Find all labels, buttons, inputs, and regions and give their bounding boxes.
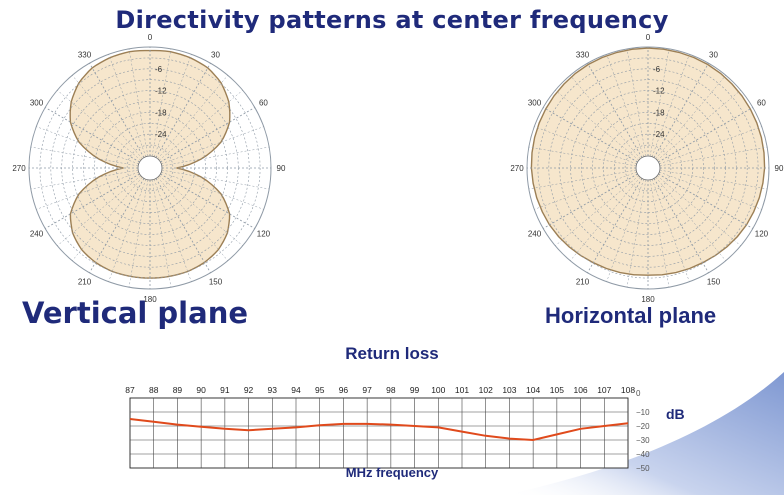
return-loss-line xyxy=(129,418,629,442)
grid-ring xyxy=(39,57,261,279)
radial-label: -24 xyxy=(155,130,167,139)
radial-label: -6 xyxy=(155,65,163,74)
x-tick-label: 94 xyxy=(291,385,301,395)
center-hole xyxy=(635,155,661,181)
radial-label: -12 xyxy=(653,87,665,96)
angle-label: 210 xyxy=(78,277,92,286)
x-tick-label: 90 xyxy=(196,385,206,395)
angle-label: 150 xyxy=(707,277,721,286)
angle-label: 300 xyxy=(30,99,44,108)
angle-label: 0 xyxy=(646,34,651,42)
horizontal-polar-chart: 0 30 60 90 120 150 180 210 240 270 300 330 -6 -12 -18 -… xyxy=(510,34,784,304)
angle-label: 240 xyxy=(30,230,44,239)
angle-label: 270 xyxy=(510,164,524,173)
x-tick-label: 103 xyxy=(502,385,516,395)
x-tick-label: 93 xyxy=(268,385,278,395)
angle-label: 120 xyxy=(257,230,271,239)
radial-label: -12 xyxy=(155,87,167,96)
angle-label: 300 xyxy=(528,99,542,108)
angle-label: 330 xyxy=(576,51,590,60)
x-tick-label: 104 xyxy=(526,385,540,395)
plot-frame xyxy=(129,397,629,469)
grid-ring xyxy=(126,144,174,192)
angle-label: 240 xyxy=(528,230,542,239)
angle-label: 150 xyxy=(209,277,223,286)
angle-label: 180 xyxy=(143,295,157,304)
grid-ring xyxy=(537,57,759,279)
x-tick-label: 98 xyxy=(386,385,396,395)
horizontal-plane-label: Horizontal plane xyxy=(545,303,717,328)
grid-ring xyxy=(581,101,715,235)
angle-label: 90 xyxy=(775,164,784,173)
grid-ring xyxy=(50,68,250,268)
return-loss-unit: dB xyxy=(666,406,685,422)
angle-label: 0 xyxy=(148,34,153,42)
center-hole xyxy=(137,155,163,181)
x-tick-label: 100 xyxy=(431,385,445,395)
x-tick-label: 107 xyxy=(597,385,611,395)
x-tick-label: 97 xyxy=(362,385,372,395)
y-tick-label: −10 xyxy=(636,408,650,417)
angle-label: 60 xyxy=(259,99,268,108)
x-tick-label: 87 xyxy=(125,385,135,395)
x-tick-label: 102 xyxy=(479,385,493,395)
grid-ring xyxy=(94,112,206,224)
page-title: Directivity patterns at center frequency xyxy=(115,6,669,34)
angle-label: 210 xyxy=(576,277,590,286)
x-tick-label: 95 xyxy=(315,385,325,395)
y-tick-label: −50 xyxy=(636,464,650,472)
radial-label: -6 xyxy=(653,65,661,74)
radial-label: -18 xyxy=(155,108,167,117)
x-tick-label: 106 xyxy=(573,385,587,395)
vertical-polar-chart: 0 30 60 90 120 150 180 210 240 270 300 330 -6 -12 -18 -… xyxy=(12,34,286,304)
angle-label: 90 xyxy=(277,164,286,173)
grid-ring xyxy=(624,144,672,192)
x-tick-label: 101 xyxy=(455,385,469,395)
x-tick-label: 89 xyxy=(173,385,183,395)
radial-label: -18 xyxy=(653,108,665,117)
y-tick-label: −40 xyxy=(636,450,650,459)
angle-label: 330 xyxy=(78,51,92,60)
return-loss-xlabel: MHz frequency xyxy=(345,465,439,480)
angle-label: 180 xyxy=(641,295,655,304)
grid-ring xyxy=(592,112,704,224)
x-tick-label: 108 xyxy=(621,385,635,395)
grid-ring xyxy=(83,101,217,235)
x-tick-label: 99 xyxy=(410,385,420,395)
angle-label: 30 xyxy=(211,51,220,60)
y-tick-label: −30 xyxy=(636,436,650,445)
y-tick-label: −20 xyxy=(636,422,650,431)
x-tick-label: 105 xyxy=(550,385,564,395)
x-tick-label: 96 xyxy=(339,385,349,395)
return-loss-title: Return loss xyxy=(345,344,439,363)
x-tick-label: 91 xyxy=(220,385,230,395)
return-loss-chart: 87 88 89 90 91 92 93 94 95 96 97 98 99 100 101 102 103 10… xyxy=(125,385,650,472)
angle-label: 270 xyxy=(12,164,26,173)
angle-label: 30 xyxy=(709,51,718,60)
x-tick-label: 88 xyxy=(149,385,159,395)
angle-label: 120 xyxy=(755,230,769,239)
angle-label: 60 xyxy=(757,99,766,108)
vertical-plane-label: Vertical plane xyxy=(22,296,249,330)
y-tick-label: 0 xyxy=(636,389,641,398)
radial-label: -24 xyxy=(653,130,665,139)
x-tick-label: 92 xyxy=(244,385,254,395)
grid-ring xyxy=(548,68,748,268)
